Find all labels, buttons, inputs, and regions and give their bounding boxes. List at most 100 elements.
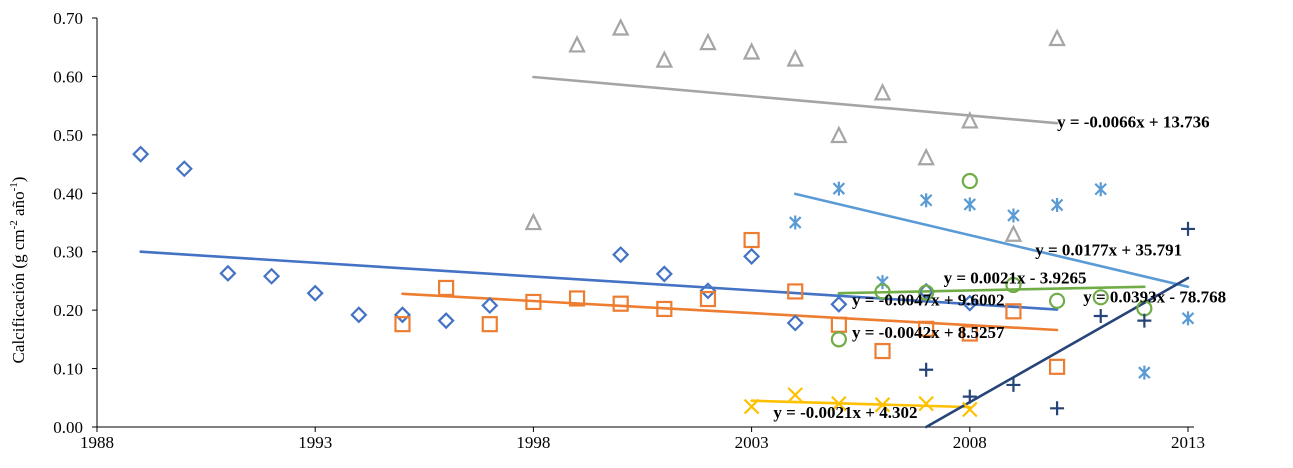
x-marker [918,395,934,412]
square-marker [787,283,804,300]
square-marker [438,279,455,297]
asterisk-marker [1050,197,1064,212]
diamond-marker [219,264,237,282]
y-axis-title-superscript: -1 [8,182,20,191]
triangle-marker [1004,224,1023,242]
asterisk-marker [919,193,933,208]
y-axis-title-part: año [9,191,28,220]
y-tick-label: 0.60 [53,67,83,86]
diamond-marker [917,282,935,301]
triangle-marker [655,50,674,68]
x-tick-label: 2013 [1171,433,1205,452]
asterisk-marker [832,181,846,196]
y-axis-title-part: ) [9,177,28,183]
y-axis-title-superscript: -2 [8,220,20,229]
triangle-marker [873,82,892,101]
y-tick-label: 0.30 [53,243,83,262]
square-marker [874,342,891,360]
diamond-marker [306,284,324,302]
diamond-marker [481,296,499,315]
trendline-equation: y = -0.0021x + 4.302 [773,403,917,422]
plus-marker [1050,401,1065,416]
asterisk-marker [963,197,977,212]
diamond-marker [437,312,455,330]
trendline [793,192,1190,289]
square-marker [525,293,542,311]
y-tick-label: 0.00 [53,418,83,437]
triangle-marker [961,110,979,129]
square-marker [612,295,629,312]
circle-marker [1092,289,1109,306]
y-axis-title: Calcificación (g cm-2 año-1) [8,177,28,364]
x-tick-label: 1998 [516,433,550,452]
diamond-marker [786,314,804,332]
plus-marker [1181,221,1195,236]
plus-marker [919,362,934,377]
plus-marker [1006,377,1021,392]
trendline-equation: y = -0.0047x + 9.6002 [852,291,1005,310]
triangle-marker [742,42,761,60]
trendline [139,250,1059,311]
asterisk-marker [1138,365,1151,380]
circle-marker [1048,292,1066,309]
square-marker [394,316,411,333]
triangle-marker [568,35,586,53]
annotation-layer: y = -0.0066x + 13.736 y = 0.0177x + 35.79… [773,112,1226,421]
diamond-marker [350,306,368,324]
circle-marker [830,331,847,348]
x-tick-label: 2003 [735,433,769,452]
y-tick-label: 0.20 [53,301,83,320]
x-marker [831,395,847,412]
trendline [750,399,972,409]
marker-layer [132,18,1195,418]
trendline-equation: y = 0.0177x + 35.791 [1035,240,1182,259]
x-tick-label: 1988 [80,433,114,452]
triangle-marker [1048,28,1066,47]
triangle-marker [611,18,630,36]
y-tick-label: 0.10 [53,360,83,379]
square-marker [918,320,935,337]
diamond-marker [263,267,281,285]
plus-marker [1137,313,1152,328]
y-axis-title-part: Calcificación (g cm [9,229,28,363]
triangle-marker [524,212,543,231]
square-marker [1005,303,1022,320]
diamond-marker [393,306,412,324]
triangle-marker [699,32,717,51]
diamond-marker [612,246,630,264]
square-marker [830,316,847,333]
y-tick-label: 0.50 [53,126,83,145]
circle-marker [874,283,891,300]
square-marker [743,231,760,249]
triangle-marker [830,125,848,144]
y-tick-label: 0.40 [53,184,83,203]
asterisk-marker [1007,208,1020,223]
x-tick-label: 2008 [953,433,987,452]
diamond-marker [655,265,673,283]
circle-marker [1005,276,1022,294]
trendline-equation: y = 0.0021x - 3.9265 [944,268,1087,287]
x-marker [874,397,891,413]
square-marker [1048,358,1066,375]
diamond-marker [961,294,979,312]
square-marker [656,300,673,318]
triangle-marker [786,49,805,67]
diamond-marker [743,247,761,265]
x-marker [787,387,804,403]
trendline-layer [139,75,1190,429]
square-marker [699,290,717,308]
x-tick-label: 1993 [298,433,332,452]
y-tick-label: 0.70 [53,9,83,28]
circle-marker [918,284,935,301]
diamond-marker [699,282,717,300]
plus-marker [1093,308,1108,323]
x-marker [962,401,978,418]
diamond-marker [830,295,848,313]
asterisk-marker [1181,311,1195,326]
square-marker [568,290,586,307]
circle-marker [961,172,978,190]
x-marker [743,398,760,415]
square-marker [481,316,498,333]
